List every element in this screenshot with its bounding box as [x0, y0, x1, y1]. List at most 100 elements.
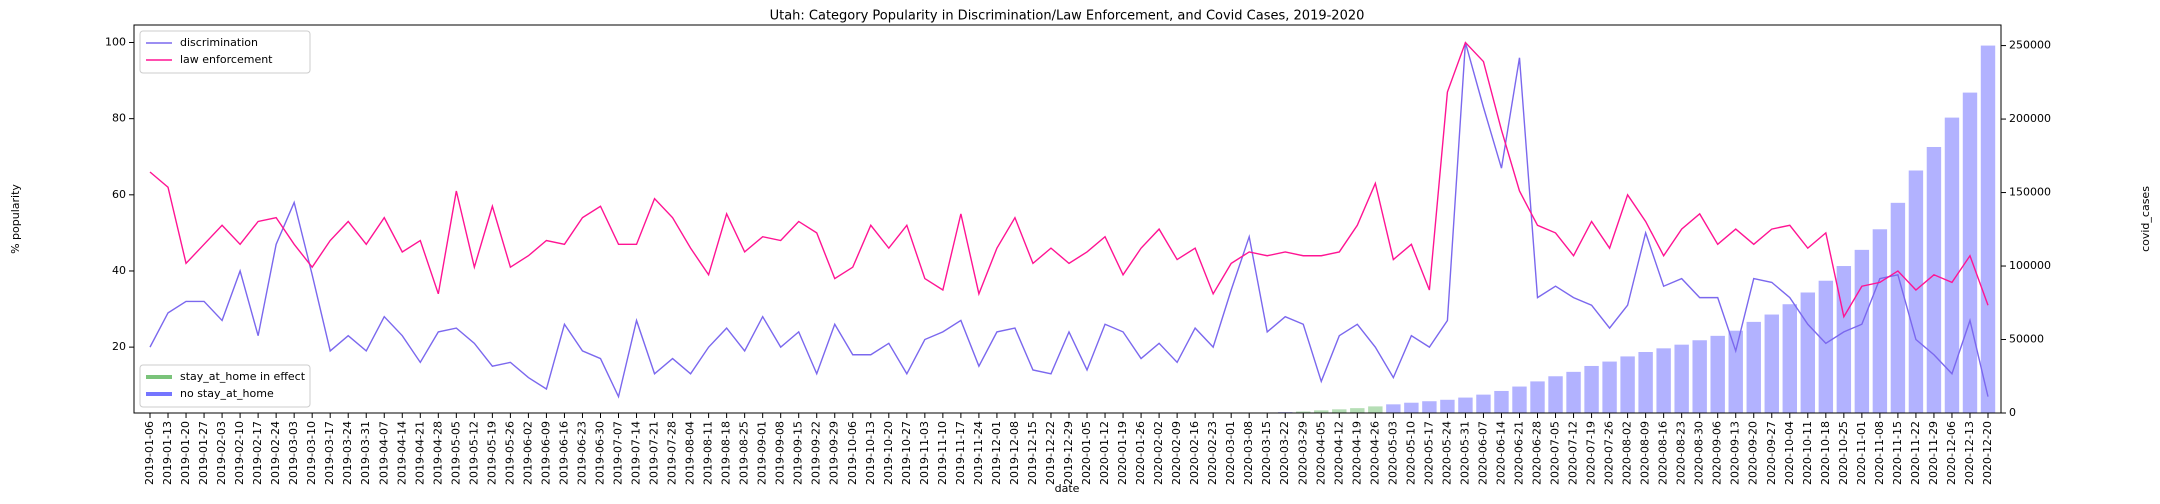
- x-tick-label: 2020-02-02: [1152, 421, 1165, 485]
- bar: [1692, 340, 1707, 413]
- bar: [1458, 397, 1473, 413]
- x-tick-label: 2020-08-16: [1657, 421, 1670, 485]
- x-tick-label: 2019-02-03: [215, 421, 228, 485]
- x-tick-label: 2020-12-13: [1963, 421, 1976, 485]
- y2-tick-label: 100000: [2009, 259, 2051, 272]
- x-tick-label: 2019-01-13: [161, 421, 174, 485]
- x-tick-label: 2020-04-05: [1314, 421, 1327, 485]
- x-tick-label: 2019-05-19: [485, 421, 498, 485]
- bar: [1512, 386, 1527, 413]
- bar: [1980, 45, 1996, 414]
- x-tick-label: 2019-03-17: [323, 421, 336, 485]
- x-tick-label: 2019-08-04: [684, 421, 697, 485]
- x-tick-label: 2019-03-31: [359, 421, 372, 485]
- x-tick-label: 2020-01-05: [1080, 421, 1093, 485]
- x-tick-label: 2019-08-25: [738, 421, 751, 485]
- x-tick-label: 2020-06-21: [1512, 421, 1525, 485]
- legend-label: law enforcement: [180, 53, 273, 66]
- bar: [1656, 348, 1671, 413]
- bar: [1314, 410, 1329, 413]
- x-tick-label: 2019-07-07: [612, 421, 625, 485]
- x-tick-label: 2019-09-08: [774, 421, 787, 485]
- x-tick-label: 2020-02-23: [1206, 421, 1219, 485]
- x-tick-label: 2020-02-09: [1170, 421, 1183, 485]
- x-tick-label: 2020-07-26: [1603, 421, 1616, 485]
- x-tick-label: 2020-12-20: [1981, 421, 1994, 485]
- x-tick-label: 2020-04-19: [1350, 421, 1363, 485]
- x-tick-label: 2019-10-13: [864, 421, 877, 485]
- x-tick-label: 2020-08-02: [1621, 421, 1634, 485]
- y-tick-label: 60: [112, 188, 126, 201]
- x-tick-label: 2019-01-06: [143, 421, 156, 485]
- bar: [1674, 344, 1689, 413]
- legend-label: no stay_at_home: [180, 387, 274, 400]
- bar: [1566, 371, 1581, 413]
- x-tick-label: 2019-07-21: [648, 421, 661, 485]
- bar: [1872, 229, 1888, 413]
- x-tick-label: 2019-02-24: [269, 421, 282, 485]
- line: [149, 42, 1989, 399]
- bar: [1368, 406, 1383, 413]
- x-tick-label: 2020-05-24: [1440, 421, 1453, 485]
- bar: [1602, 361, 1617, 413]
- y2-tick-label: 0: [2009, 406, 2016, 419]
- x-tick-label: 2020-03-29: [1296, 421, 1309, 485]
- x-tick-label: 2020-03-08: [1242, 421, 1255, 485]
- x-tick-label: 2019-09-29: [828, 421, 841, 485]
- x-tick-label: 2019-05-05: [449, 421, 462, 485]
- bar: [1890, 202, 1906, 413]
- bar: [1710, 335, 1725, 413]
- x-tick-label: 2020-11-22: [1909, 421, 1922, 485]
- y2-tick-label: 250000: [2009, 39, 2051, 52]
- bar: [1620, 356, 1635, 413]
- x-tick-label: 2019-04-14: [395, 421, 408, 485]
- x-tick-label: 2019-11-10: [936, 421, 949, 485]
- x-tick-label: 2020-11-29: [1927, 421, 1940, 485]
- bar: [1476, 394, 1491, 413]
- x-tick-label: 2020-07-12: [1567, 421, 1580, 485]
- bar: [1746, 321, 1761, 413]
- x-tick-label: 2020-01-26: [1134, 421, 1147, 485]
- x-tick-label: 2020-05-10: [1404, 421, 1417, 485]
- bar: [1350, 408, 1365, 413]
- bar: [1818, 280, 1834, 413]
- x-tick-label: 2019-09-22: [810, 421, 823, 485]
- bar: [1800, 292, 1816, 413]
- x-tick-label: 2019-01-20: [179, 421, 192, 485]
- bar: [1404, 402, 1419, 413]
- x-tick-label: 2019-06-09: [539, 421, 552, 485]
- x-tick-label: 2020-05-17: [1422, 421, 1435, 485]
- x-tick-label: 2019-04-07: [377, 421, 390, 485]
- y2-tick-label: 200000: [2009, 112, 2051, 125]
- x-tick-label: 2020-09-20: [1747, 421, 1760, 485]
- bar: [1530, 381, 1545, 413]
- x-tick-label: 2020-04-26: [1368, 421, 1381, 485]
- x-tick-label: 2020-10-18: [1819, 421, 1832, 485]
- x-tick-label: 2019-07-28: [666, 421, 679, 485]
- x-tick-label: 2020-09-27: [1765, 421, 1778, 485]
- x-tick-label: 2019-09-15: [792, 421, 805, 485]
- bar: [1638, 352, 1653, 413]
- bar: [1440, 399, 1455, 413]
- x-tick-label: 2020-04-12: [1332, 421, 1345, 485]
- chart-title: Utah: Category Popularity in Discriminat…: [770, 9, 1365, 24]
- x-tick-label: 2019-10-20: [882, 421, 895, 485]
- bar: [1836, 266, 1852, 413]
- x-tick-label: 2019-11-03: [918, 421, 931, 485]
- legend-label: stay_at_home in effect: [180, 370, 306, 383]
- x-tick-label: 2019-01-27: [197, 421, 210, 485]
- x-axis-label: date: [1055, 482, 1080, 495]
- x-tick-label: 2019-12-15: [1026, 421, 1039, 485]
- y2-axis-label: covid_cases: [2139, 186, 2152, 252]
- x-tick-label: 2020-11-01: [1855, 421, 1868, 485]
- x-tick-label: 2020-10-25: [1837, 421, 1850, 485]
- x-tick-label: 2020-07-05: [1549, 421, 1562, 485]
- x-tick-label: 2019-11-24: [972, 421, 985, 485]
- legend-box: [139, 30, 311, 74]
- x-tick-label: 2020-05-03: [1386, 421, 1399, 485]
- x-tick-label: 2020-11-08: [1873, 421, 1886, 485]
- bar: [1548, 376, 1563, 413]
- bar: [1386, 404, 1401, 413]
- x-tick-label: 2019-10-27: [900, 421, 913, 485]
